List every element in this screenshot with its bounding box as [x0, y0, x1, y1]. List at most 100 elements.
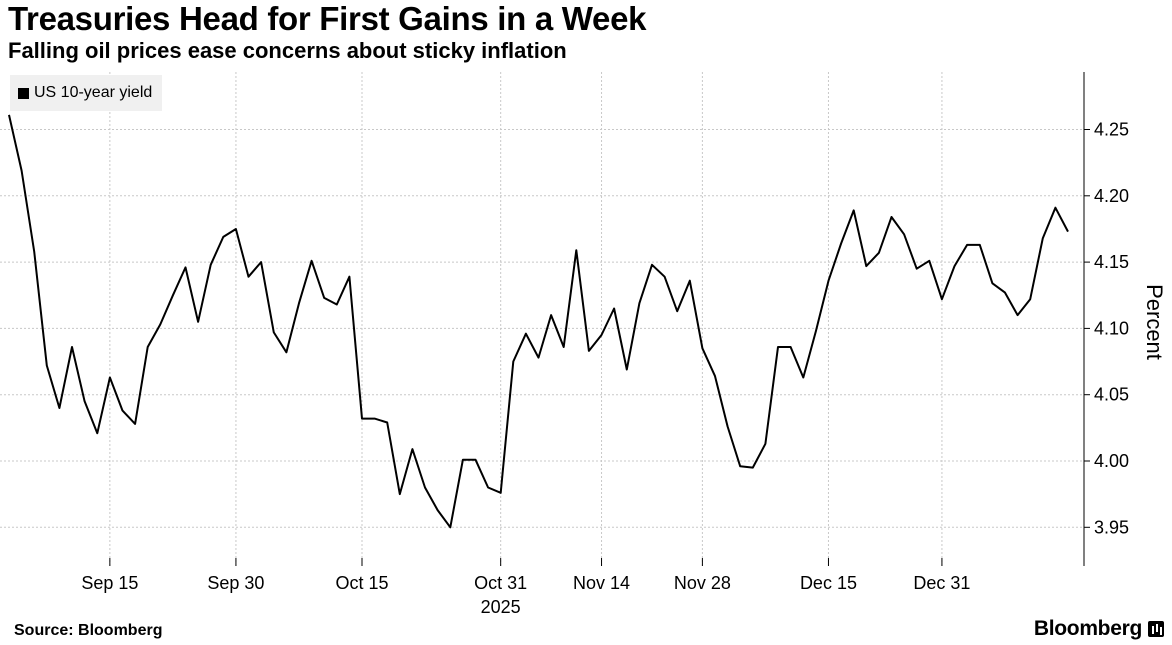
source-note: Source: Bloomberg [14, 622, 163, 639]
data-point [46, 365, 48, 367]
data-point [626, 369, 628, 371]
data-point [260, 261, 262, 263]
data-point [891, 216, 893, 218]
y-tick-label: 4.10 [1094, 318, 1129, 338]
x-tick-label: Sep 15 [81, 573, 138, 593]
x-tick-label: Oct 31 [474, 573, 527, 593]
chart-title: Treasuries Head for First Gains in a Wee… [8, 0, 647, 37]
data-point [121, 410, 123, 412]
data-point [563, 346, 565, 348]
data-point [33, 250, 35, 252]
y-tick-label: 4.00 [1094, 451, 1129, 471]
data-point [487, 487, 489, 489]
data-point [979, 244, 981, 246]
data-point [903, 233, 905, 235]
data-point [815, 330, 817, 332]
x-tick-label: Dec 15 [800, 573, 857, 593]
data-point [8, 114, 10, 116]
data-point [790, 346, 792, 348]
data-point [525, 333, 527, 335]
brand-name: Bloomberg [1033, 617, 1142, 640]
series-line-us-10-year-yield [8, 114, 1069, 529]
data-point [739, 465, 741, 467]
data-point [878, 252, 880, 254]
legend: US 10-year yield [10, 75, 163, 111]
data-point [991, 282, 993, 284]
data-point [21, 170, 23, 172]
data-point [752, 467, 754, 469]
data-point [1004, 292, 1006, 294]
legend-swatch [18, 87, 29, 99]
data-point [134, 423, 136, 425]
data-point [1029, 298, 1031, 300]
x-tick-label: Oct 15 [335, 573, 388, 593]
data-point [399, 493, 401, 495]
data-point [449, 526, 451, 528]
data-point [966, 244, 968, 246]
data-point [916, 268, 918, 270]
data-point [58, 407, 60, 409]
data-point [840, 243, 842, 245]
data-point [298, 302, 300, 304]
data-point [172, 294, 174, 296]
data-point [588, 350, 590, 352]
y-tick-label: 4.05 [1094, 385, 1129, 405]
legend-label: US 10-year yield [34, 84, 153, 101]
x-tick-label: Nov 28 [674, 573, 731, 593]
y-tick-label: 4.25 [1094, 120, 1129, 140]
data-point [411, 448, 413, 450]
data-point [638, 302, 640, 304]
data-point [676, 310, 678, 312]
data-point [538, 357, 540, 359]
x-tick-label: Sep 30 [207, 573, 264, 593]
data-point [71, 346, 73, 348]
terminal-icon [1148, 621, 1164, 637]
data-point [651, 264, 653, 266]
data-point [197, 321, 199, 323]
y-tick-label: 4.15 [1094, 252, 1129, 272]
data-point [1017, 314, 1019, 316]
data-point [235, 228, 237, 230]
data-point [500, 492, 502, 494]
x-tick-label: Dec 31 [913, 573, 970, 593]
data-point [84, 400, 86, 402]
brand-logo: Bloomberg [1034, 617, 1164, 641]
data-point [386, 422, 388, 424]
data-point [222, 236, 224, 238]
plot-area [8, 114, 1069, 529]
x-tick-label: Nov 14 [573, 573, 630, 593]
data-point [248, 276, 250, 278]
data-point [853, 209, 855, 211]
data-point [348, 276, 350, 278]
data-point [550, 314, 552, 316]
data-point [96, 432, 98, 434]
data-point [323, 297, 325, 299]
data-point [764, 443, 766, 445]
data-point [727, 426, 729, 428]
data-point [1067, 231, 1069, 233]
data-point [109, 376, 111, 378]
data-point [424, 487, 426, 489]
data-point [159, 323, 161, 325]
data-point [361, 418, 363, 420]
data-point [865, 265, 867, 267]
data-point [601, 334, 603, 336]
data-point [336, 304, 338, 306]
data-point [689, 280, 691, 282]
data-point [802, 376, 804, 378]
data-point [827, 280, 829, 282]
data-point [613, 308, 615, 310]
data-point [437, 509, 439, 511]
data-point [374, 418, 376, 420]
x-year-label: 2025 [481, 597, 521, 617]
data-point [714, 375, 716, 377]
chart-subtitle: Falling oil prices ease concerns about s… [8, 38, 567, 63]
data-point [1054, 207, 1056, 209]
data-point [285, 351, 287, 353]
data-point [185, 266, 187, 268]
axes: 4.25 4.20 4.15 4.10 4.05 4.00 3.95 Sep 15 Sep 30… [81, 72, 1167, 617]
y-tick-label: 4.20 [1094, 186, 1129, 206]
y-tick-label: 3.95 [1094, 517, 1129, 537]
data-point [928, 260, 930, 262]
